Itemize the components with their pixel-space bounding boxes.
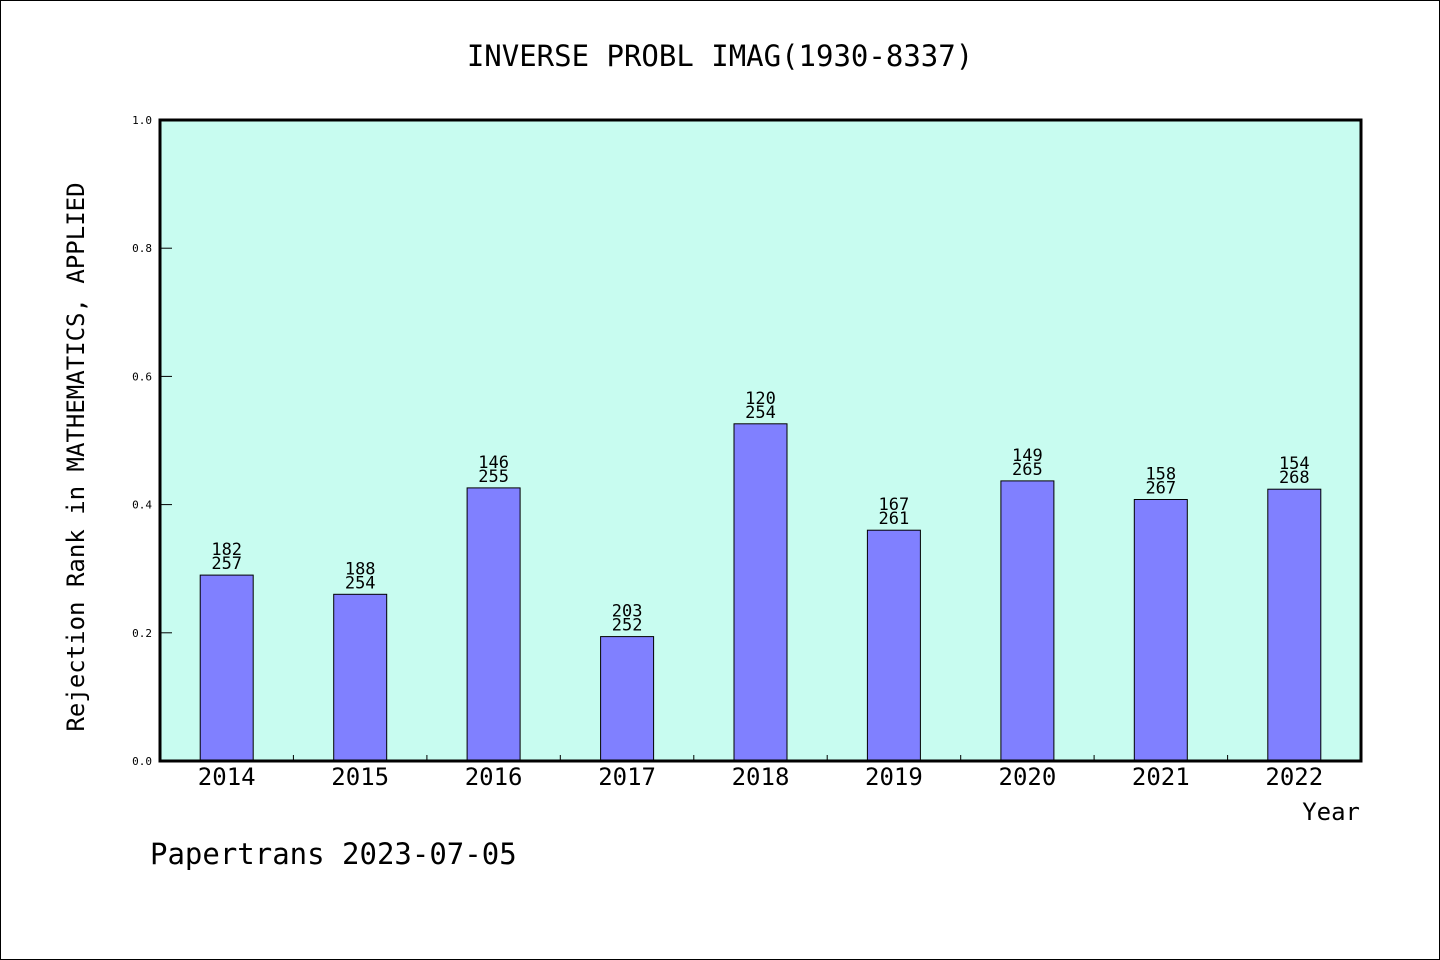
x-tick-label-2017: 2017 [598,763,656,791]
bar-label-total-2016: 255 [478,467,509,487]
bar-2021 [1133,499,1188,762]
chart-title: INVERSE PROBL IMAG(1930-8337) [467,39,973,73]
y-tick-label-0.4: 0.4 [132,499,152,512]
bar-2019 [866,529,921,762]
y-tick-label-0.0: 0.0 [132,755,152,768]
bars-group [199,423,1322,762]
bar-label-total-2021: 267 [1145,479,1176,499]
x-tick-label-2016: 2016 [465,763,523,791]
bar-label-total-2019: 261 [879,509,910,529]
x-tick-label-2014: 2014 [198,763,256,791]
bar-label-total-2014: 257 [211,554,242,574]
x-tick-label-2015: 2015 [331,763,389,791]
x-tick-label-2022: 2022 [1265,763,1323,791]
bar-label-rank-2020: 149 [1012,446,1043,466]
y-tick-label-0.8: 0.8 [132,242,152,255]
bar-2014 [199,574,254,762]
bar-label-rank-2019: 167 [879,495,910,515]
bar-label-rank-2022: 154 [1279,454,1310,474]
x-tick-label-2019: 2019 [865,763,923,791]
bar-2018 [733,423,788,762]
bar-label-rank-2017: 203 [612,602,643,622]
bar-label-total-2022: 268 [1279,468,1310,488]
plot-border [158,118,1363,763]
y-tick-label-0.2: 0.2 [132,627,152,640]
footer-text: Papertrans 2023-07-05 [150,837,517,871]
bar-label-total-2020: 265 [1012,460,1043,480]
bar-label-rank-2018: 120 [745,389,776,409]
x-tick-label-2021: 2021 [1132,763,1190,791]
x-axis-label: Year [1302,798,1360,826]
bar-2017 [600,636,655,762]
x-tick-label-2018: 2018 [732,763,790,791]
bar-2015 [333,593,388,762]
bar-2022 [1267,488,1322,762]
y-axis-label: Rejection Rank in MATHEMATICS, APPLIED [62,182,90,731]
x-tick-label-2020: 2020 [999,763,1057,791]
bar-label-total-2017: 252 [612,616,643,636]
bar-label-rank-2016: 146 [478,453,509,473]
y-tick-label-0.6: 0.6 [132,370,152,383]
y-axis: 0.0 0.2 0.4 0.6 0.8 1.0 [132,114,172,768]
bar-2016 [466,487,521,762]
bar-label-total-2018: 254 [745,403,776,423]
bar-label-total-2015: 254 [345,573,376,593]
bar-label-rank-2014: 182 [211,540,242,560]
bar-label-rank-2021: 158 [1145,465,1176,485]
bar-2020 [1000,480,1055,762]
y-tick-label-1.0: 1.0 [132,114,152,127]
bar-label-rank-2015: 188 [345,559,376,579]
x-axis: 2014 2015 2016 2017 2018 2019 2020 2021 2022 [198,755,1323,791]
